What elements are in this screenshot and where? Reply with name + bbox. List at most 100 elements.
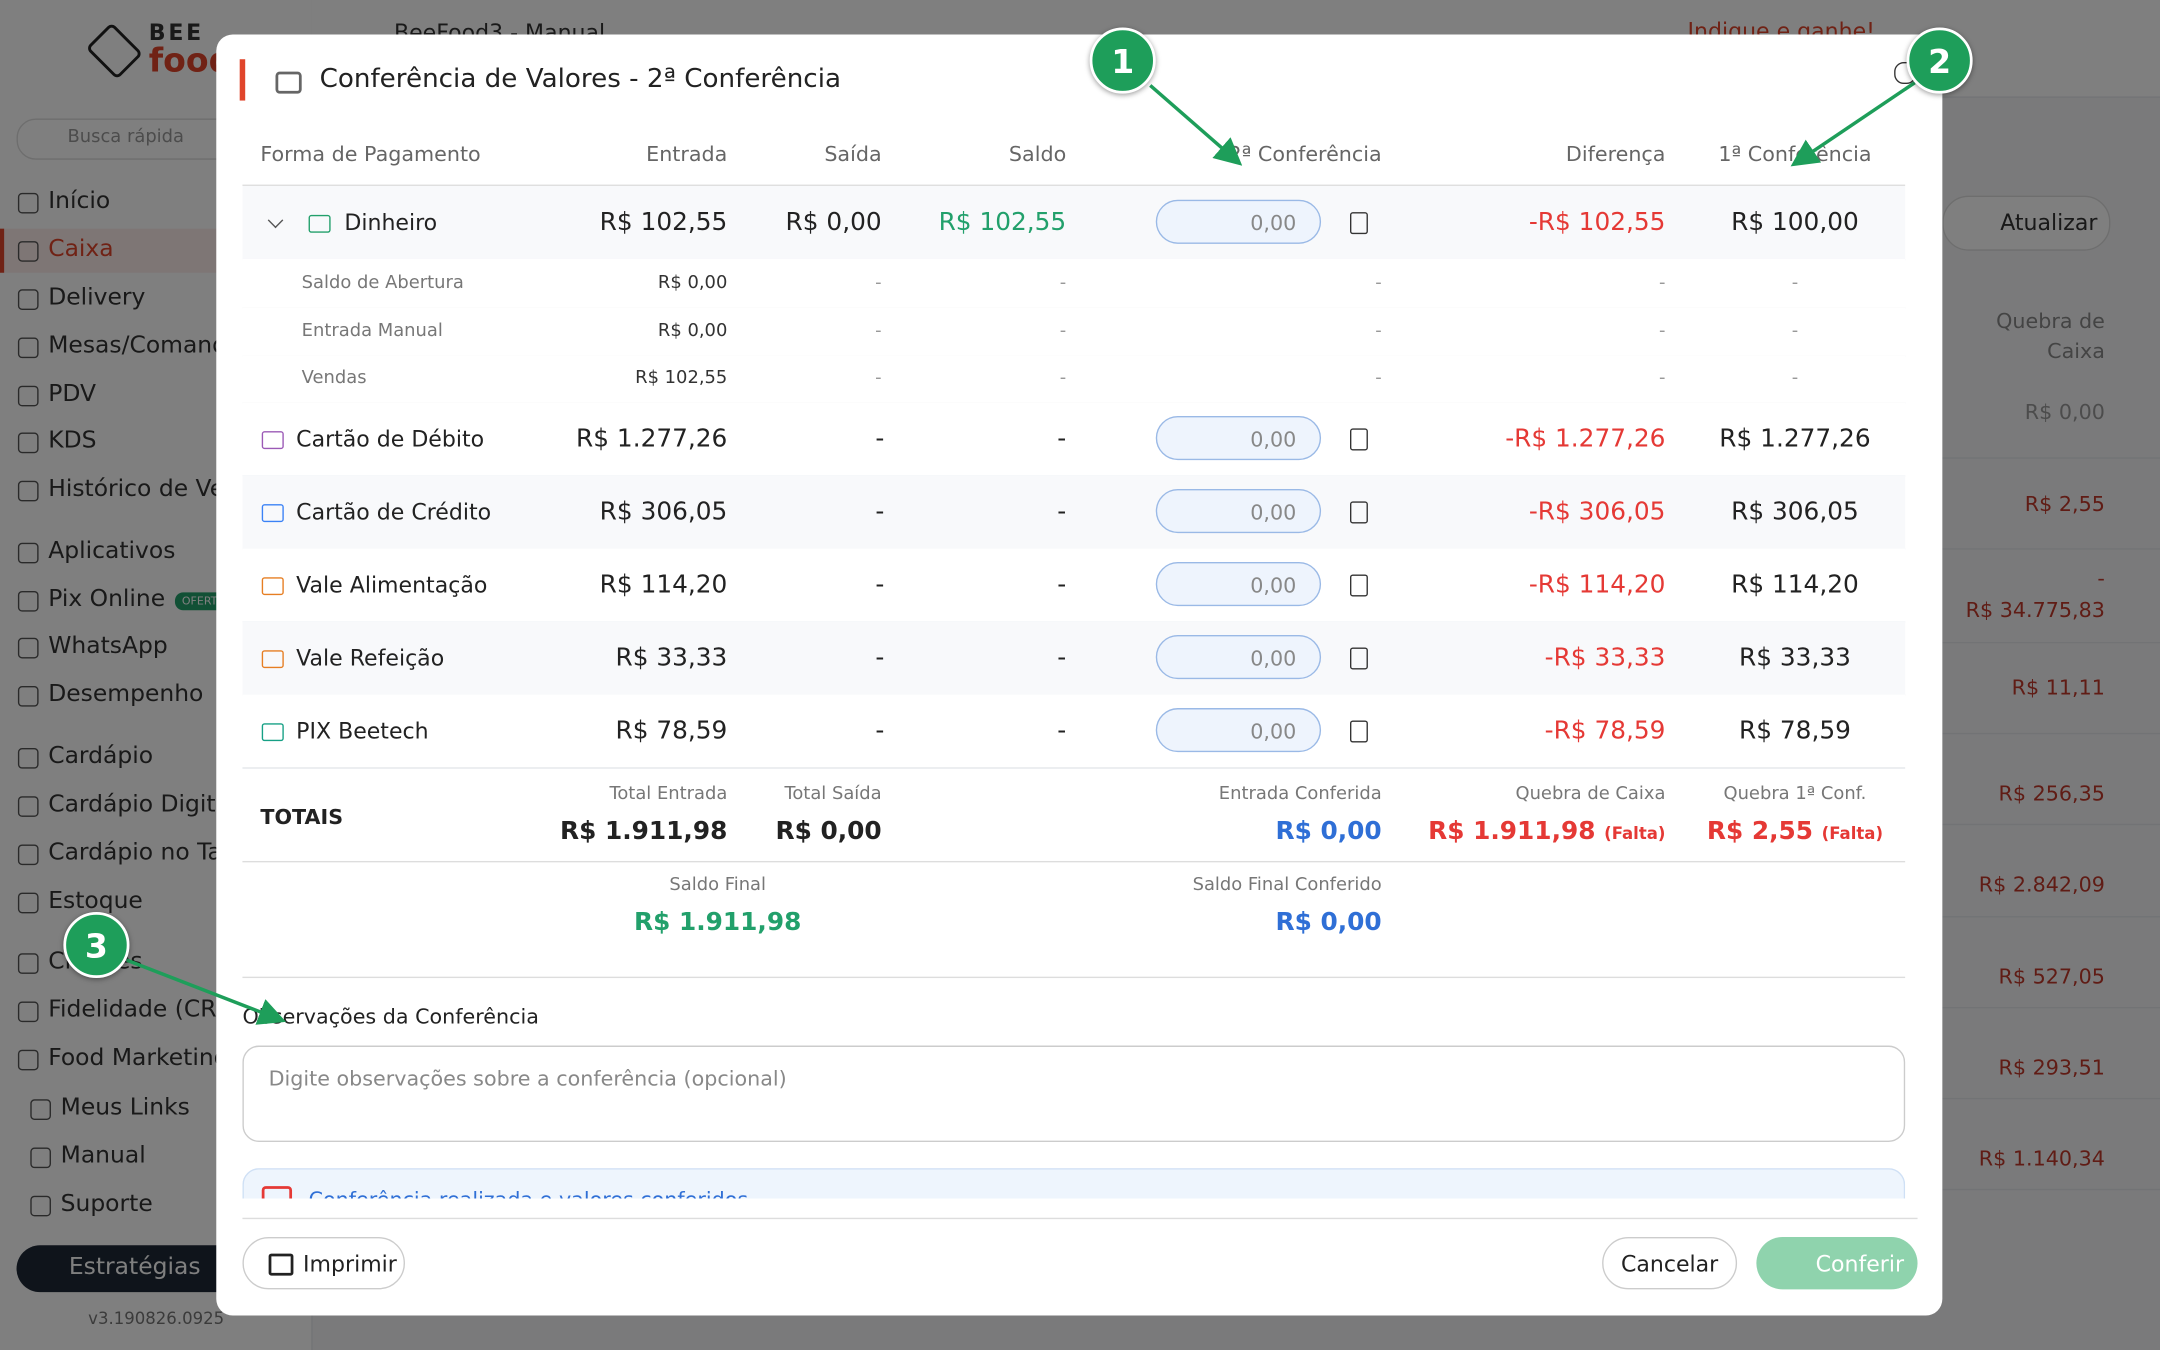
sub-saida: -	[875, 367, 882, 389]
sub-primeira: -	[1791, 367, 1799, 389]
annotation-circle	[1089, 27, 1156, 94]
saida: -	[875, 569, 885, 599]
payment-icon	[261, 722, 284, 741]
entrada: R$ 114,20	[599, 569, 728, 599]
payment-icon	[261, 649, 284, 668]
payment-icon	[308, 214, 331, 233]
sub-name: Saldo de Abertura	[301, 272, 464, 293]
calculator-icon[interactable]	[1350, 646, 1368, 669]
cancel-label[interactable]: Cancelar	[1620, 1250, 1719, 1277]
column-header: Saldo	[1008, 141, 1067, 167]
saldo: -	[1057, 715, 1067, 745]
sub-primeira: -	[1791, 320, 1799, 341]
first-check: R$ 306,05	[1731, 496, 1859, 526]
sub-segunda: -	[1375, 367, 1382, 389]
difference: -R$ 33,33	[1544, 642, 1666, 672]
difference: -R$ 102,55	[1528, 207, 1666, 237]
calculator-icon[interactable]	[1350, 427, 1368, 450]
input-value[interactable]: 0,00	[1250, 210, 1297, 235]
total-label: Quebra de Caixa	[1515, 783, 1666, 805]
input-value[interactable]: 0,00	[1250, 718, 1297, 744]
sub-segunda: -	[1375, 320, 1382, 341]
modal: Conferência de Valores - 2ª Conferência 2…	[216, 34, 1943, 1316]
entrada: R$ 78,59	[615, 715, 728, 745]
total-quebra: R$ 1.911,98 (Falta)	[1428, 817, 1665, 846]
input-value[interactable]: 0,00	[1250, 426, 1297, 452]
difference: -R$ 1.277,26	[1505, 423, 1666, 453]
row-bg	[242, 621, 1906, 696]
total-saida: R$ 0,00	[775, 816, 882, 846]
column-header: Diferença	[1565, 141, 1666, 167]
modal-title: Conferência de Valores - 2ª Conferência	[319, 63, 842, 94]
sub-saldo: -	[1059, 320, 1067, 341]
sub-name: Vendas	[301, 367, 367, 389]
input-box[interactable]	[1155, 707, 1322, 752]
calculator-icon[interactable]	[1350, 500, 1368, 523]
header-line	[242, 184, 1906, 186]
calculator-icon[interactable]	[1350, 719, 1368, 742]
notes-box[interactable]	[242, 1045, 1906, 1142]
sub-saida: -	[875, 272, 882, 293]
saldo: -	[1057, 569, 1067, 599]
sub-diferenca: -	[1658, 367, 1666, 389]
total-entrada: R$ 1.911,98	[559, 816, 728, 846]
quebra-value: R$ 1.911,98	[1428, 816, 1605, 846]
sub-saldo: -	[1059, 367, 1067, 389]
sub-entrada: R$ 102,55	[635, 367, 728, 389]
quebra-note: (Falta)	[1604, 823, 1666, 844]
total-label: Total Saída	[784, 783, 882, 805]
input-value[interactable]: 0,00	[1250, 499, 1297, 525]
sub-primeira: -	[1791, 272, 1799, 293]
final-label: Saldo Final Conferido	[1192, 874, 1382, 896]
total-conferida: R$ 0,00	[1275, 816, 1382, 846]
saida: R$ 0,00	[785, 207, 882, 237]
input-box[interactable]	[1155, 488, 1322, 533]
totals-line	[242, 860, 1906, 863]
input-box[interactable]	[1155, 561, 1322, 606]
payment-name: PIX Beetech	[296, 717, 429, 744]
sub-saida: -	[875, 320, 882, 341]
payment-name: Vale Alimentação	[296, 570, 488, 598]
entrada: R$ 306,05	[599, 496, 728, 526]
print-btn[interactable]	[242, 1237, 405, 1290]
confirm-label[interactable]: Conferir	[1815, 1250, 1905, 1277]
difference: -R$ 114,20	[1528, 569, 1666, 599]
payment-icon	[261, 576, 284, 595]
input-value[interactable]: 0,00	[1250, 572, 1297, 598]
calculator-icon[interactable]	[1350, 573, 1368, 596]
difference: -R$ 78,59	[1544, 715, 1666, 745]
column-header: 2ª Conferência	[1228, 141, 1382, 167]
sub-diferenca: -	[1658, 320, 1666, 341]
checkbox[interactable]	[261, 1186, 293, 1199]
annotation-arrow	[1790, 81, 1916, 167]
row-bg	[242, 402, 1906, 477]
input-box[interactable]	[1155, 415, 1322, 460]
annotation-circle	[1906, 27, 1973, 94]
sub-name: Entrada Manual	[301, 320, 443, 341]
column-header: Saída	[824, 141, 882, 167]
input-box[interactable]	[1155, 634, 1322, 679]
confirm-btn[interactable]	[1756, 1237, 1918, 1290]
sub-segunda: -	[1375, 272, 1382, 293]
input-box[interactable]	[1155, 199, 1322, 244]
saldo: -	[1057, 496, 1067, 526]
calculator-icon[interactable]	[1350, 211, 1368, 234]
total-label: Quebra 1ª Conf.	[1723, 783, 1867, 805]
annotation-number: 1	[1111, 42, 1135, 82]
payment-name: Cartão de Crédito	[296, 497, 492, 525]
print-label[interactable]: Imprimir	[303, 1250, 397, 1277]
subrow-bg	[242, 307, 1906, 357]
difference: -R$ 306,05	[1528, 496, 1666, 526]
first-check: R$ 100,00	[1731, 207, 1859, 237]
total-label: Total Entrada	[609, 783, 728, 805]
cancel-btn[interactable]	[1602, 1237, 1738, 1290]
entrada: R$ 102,55	[599, 207, 728, 237]
annotation-number: 3	[84, 927, 108, 966]
column-header: Entrada	[646, 141, 728, 167]
input-value[interactable]: 0,00	[1250, 645, 1297, 671]
payment-icon	[261, 430, 284, 449]
sub-diferenca: -	[1658, 272, 1666, 293]
